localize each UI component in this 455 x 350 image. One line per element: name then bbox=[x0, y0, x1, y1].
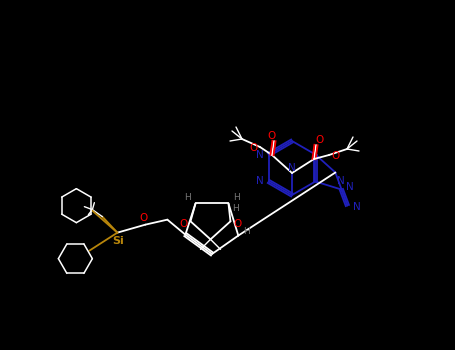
Text: Si: Si bbox=[112, 236, 124, 246]
Text: N: N bbox=[353, 203, 360, 212]
Text: H: H bbox=[233, 193, 240, 202]
Text: N: N bbox=[256, 176, 263, 187]
Text: O: O bbox=[179, 219, 187, 229]
Text: O: O bbox=[332, 151, 340, 161]
Text: N: N bbox=[256, 150, 263, 161]
Text: H: H bbox=[243, 227, 250, 236]
Text: O: O bbox=[139, 213, 147, 223]
Text: O: O bbox=[315, 135, 323, 145]
Text: N: N bbox=[337, 175, 344, 186]
Text: O: O bbox=[267, 131, 275, 141]
Text: N: N bbox=[288, 163, 296, 173]
Text: H: H bbox=[184, 193, 191, 202]
Text: H: H bbox=[232, 204, 239, 213]
Text: N: N bbox=[345, 182, 353, 191]
Text: O: O bbox=[249, 143, 257, 153]
Text: O: O bbox=[233, 219, 242, 229]
